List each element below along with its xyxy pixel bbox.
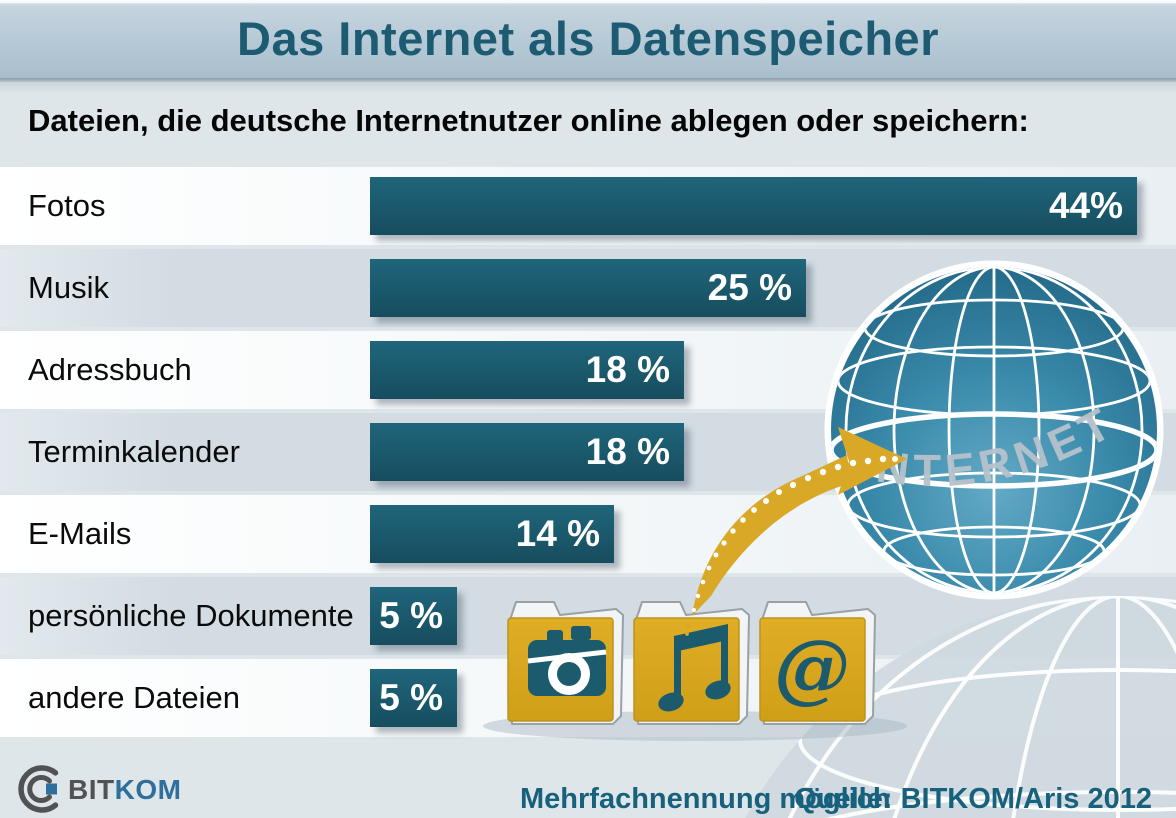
chart-row: persönliche Dokumente 5 % [0, 577, 1176, 655]
bitkom-logo: BITKOM [18, 765, 181, 813]
chart-row: E-Mails 14 % [0, 495, 1176, 573]
logo-wordmark: BITKOM [68, 774, 181, 805]
chart-subtitle: Dateien, die deutsche Internetnutzer onl… [28, 103, 1029, 138]
bar: 44% [370, 177, 1137, 235]
row-label: E-Mails [28, 516, 132, 551]
chart-row: andere Dateien 5 % [0, 659, 1176, 737]
bar: 5 % [370, 587, 457, 645]
logo-outer-arc-icon [18, 765, 59, 813]
logo-square-icon [46, 783, 57, 795]
chart-rows: Fotos 44% Musik 25 % Adressbuch 18 % Terminkal… [0, 167, 1176, 741]
bar-value: 5 % [379, 677, 443, 718]
bar: 18 % [370, 423, 684, 481]
bar-value: 25 % [707, 267, 792, 308]
bar-value: 18 % [585, 431, 670, 472]
row-label: Musik [28, 270, 109, 305]
row-label: andere Dateien [28, 680, 240, 715]
header-separator [0, 78, 1176, 82]
bar: 25 % [370, 259, 806, 317]
header-fade [0, 82, 1176, 94]
chart-row: Fotos 44% [0, 167, 1176, 245]
header-band: Das Internet als Datenspeicher [0, 0, 1176, 78]
bar: 18 % [370, 341, 684, 399]
bar-value: 44% [1048, 185, 1123, 226]
chart-row: Musik 25 % [0, 249, 1176, 327]
bar-value: 18 % [585, 349, 670, 390]
page-title: Das Internet als Datenspeicher [237, 12, 939, 65]
bar: 14 % [370, 505, 614, 563]
logo-inner-arc-icon [27, 775, 52, 803]
bar-value: 5 % [379, 595, 443, 636]
chart-row: Adressbuch 18 % [0, 331, 1176, 409]
chart-row: Terminkalender 18 % [0, 413, 1176, 491]
bar-value: 14 % [515, 513, 600, 554]
row-label: persönliche Dokumente [28, 598, 354, 633]
row-label: Fotos [28, 188, 106, 223]
row-label: Adressbuch [28, 352, 192, 387]
row-label: Terminkalender [28, 434, 240, 469]
source-credit: Quelle: BITKOM/Aris 2012 [794, 783, 1152, 815]
bar: 5 % [370, 669, 457, 727]
